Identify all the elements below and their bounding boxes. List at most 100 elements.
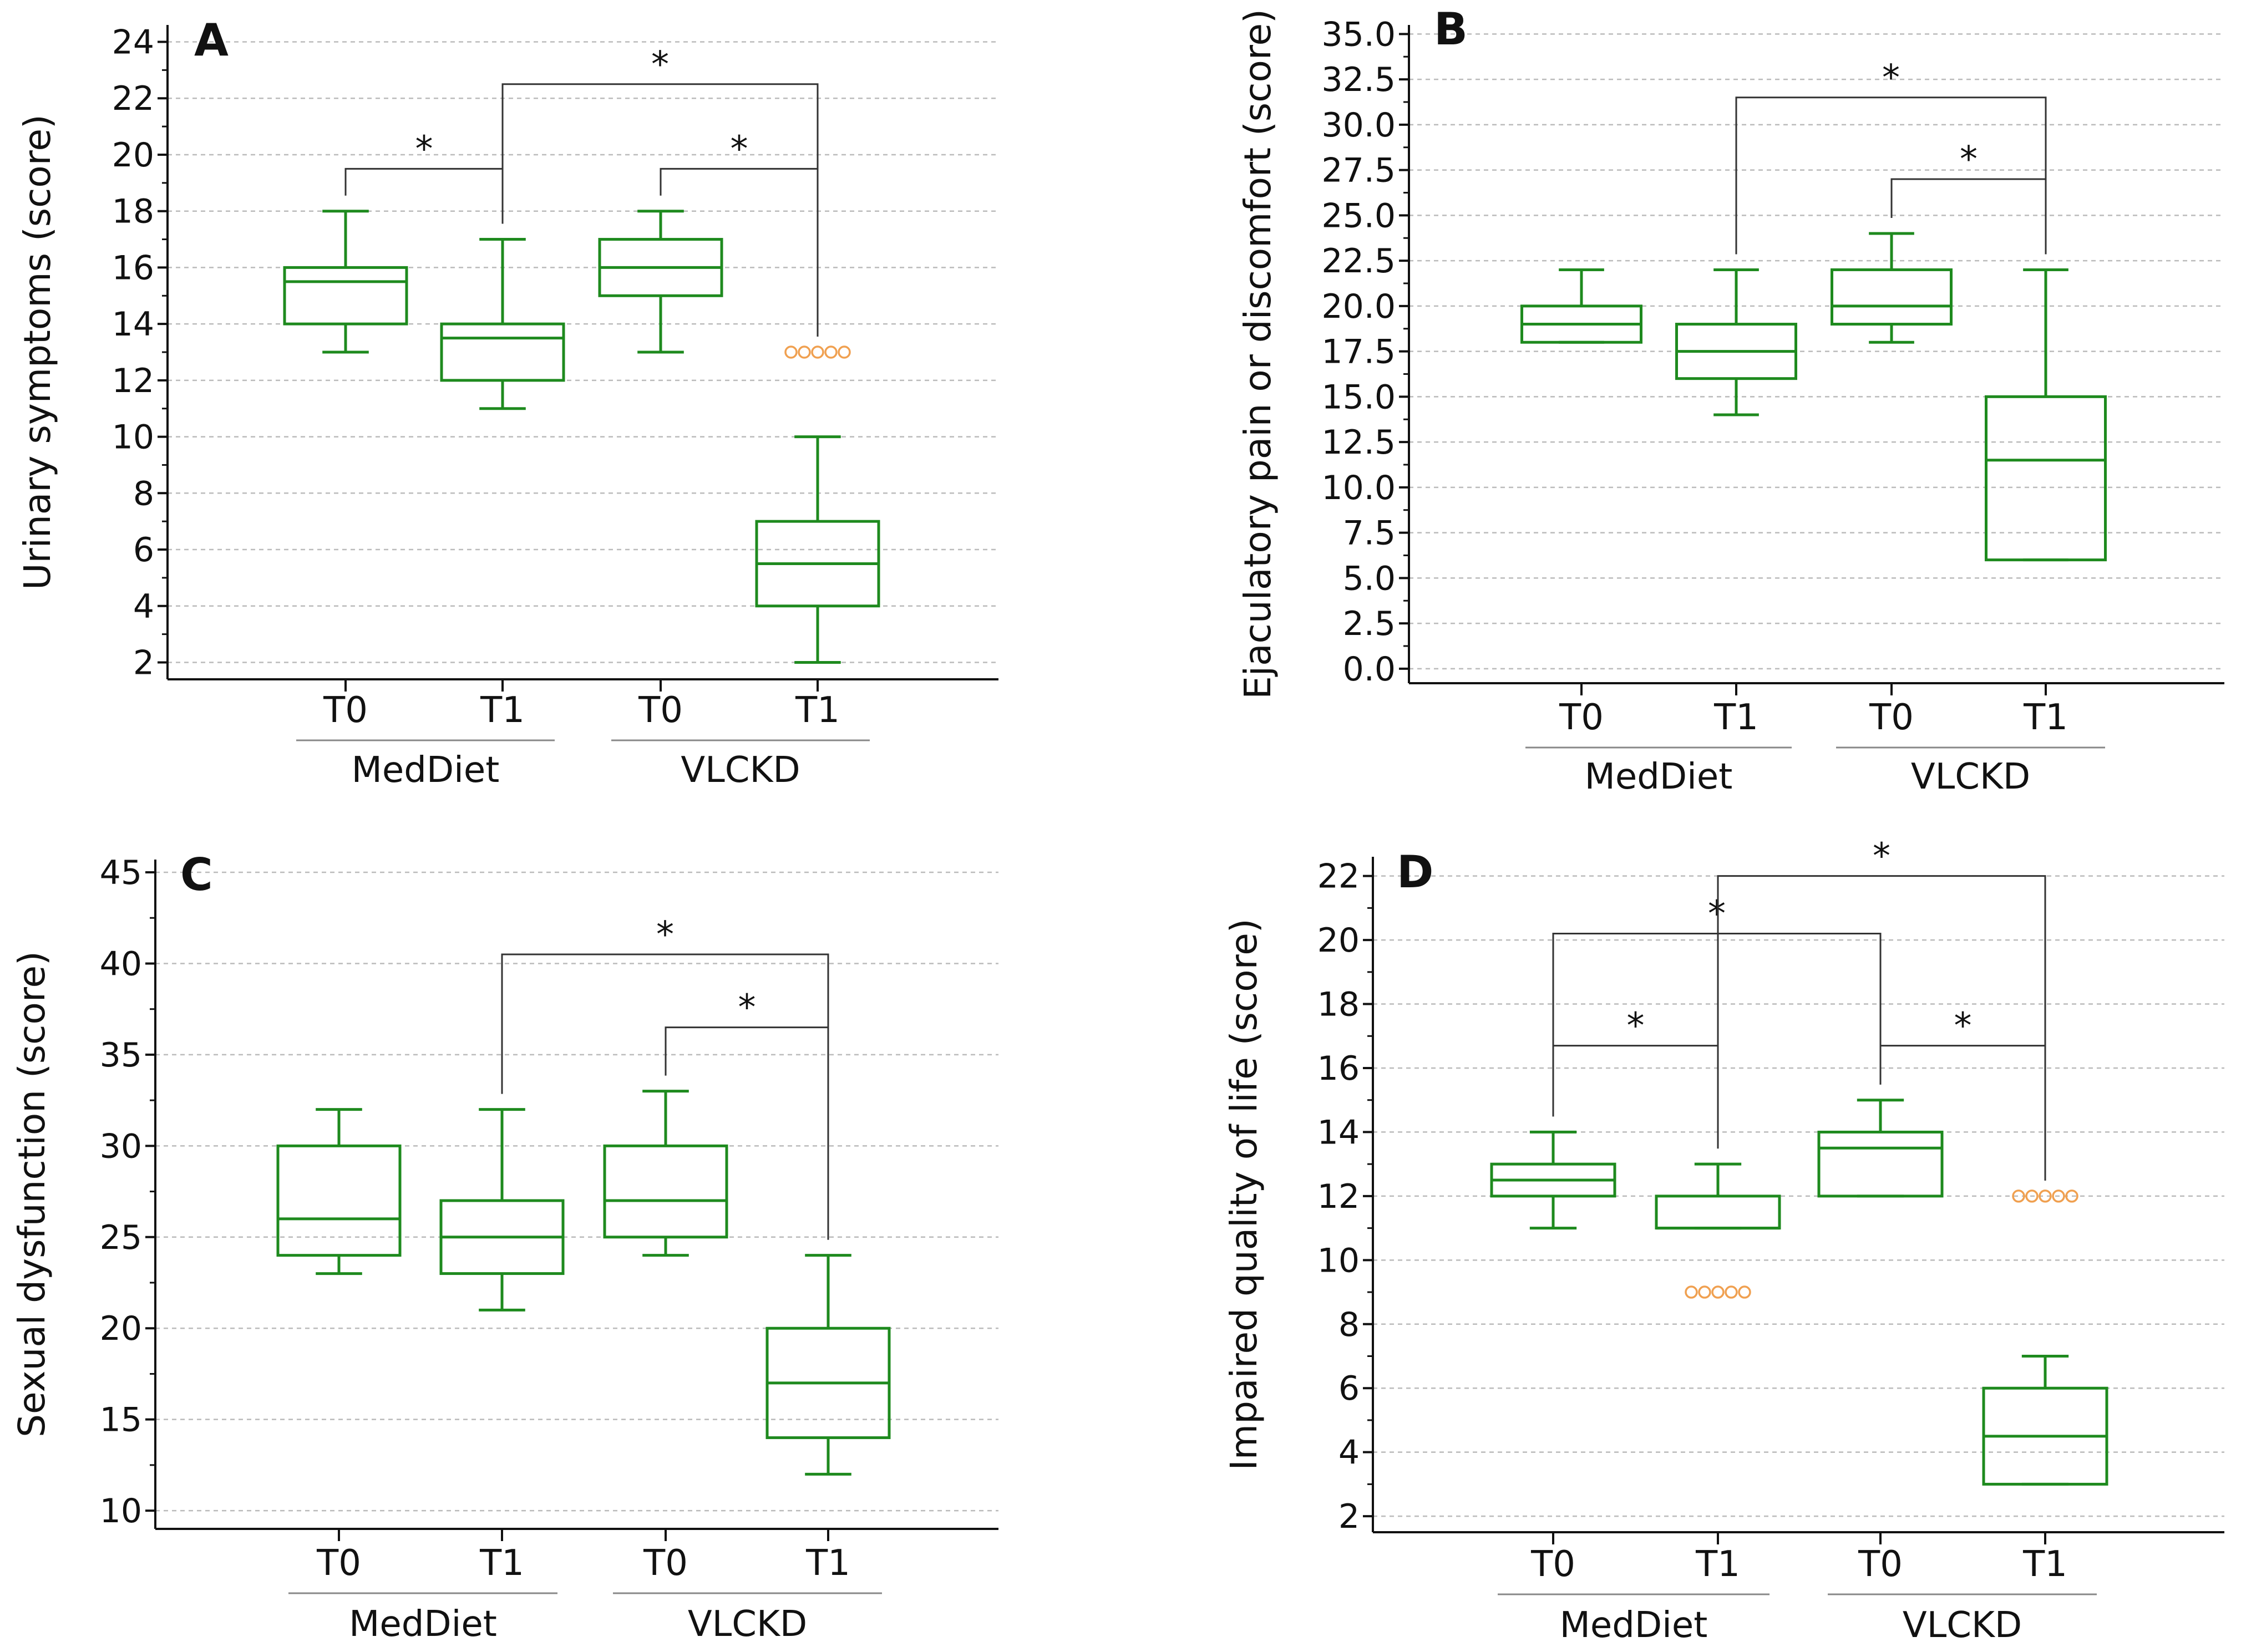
y-tick-label: 45 [100,853,142,892]
y-tick-label: 20 [100,1309,142,1348]
box-3 [598,210,723,354]
y-tick-label: 10 [100,1492,142,1531]
box-1 [1490,1130,1616,1230]
panel-letter: A [194,14,229,66]
box-3 [1817,1099,1944,1198]
box-iqr [1831,268,1953,326]
box-iqr [1655,1194,1781,1230]
outlier-point [1698,1285,1711,1299]
significance-bracket [501,83,819,337]
y-tick-label: 14 [1317,1113,1360,1152]
y-tick-label: 14 [112,305,154,344]
x-category-label: T1 [805,1543,850,1584]
group-label: VLCKD [681,750,800,791]
significance-bracket [1735,96,2047,255]
significance-bracket [665,1026,829,1240]
x-category-label: T1 [2023,697,2068,738]
x-category-label: T0 [643,1543,688,1584]
box-3 [603,1090,728,1257]
x-category-label: T0 [1530,1544,1575,1585]
significance-star: * [656,914,674,955]
y-tick-label: 20 [1317,921,1360,960]
y-tick-label: 18 [1317,985,1360,1024]
outlier-point [2012,1190,2025,1203]
significance-star: * [731,129,748,170]
y-tick-label: 32.5 [1321,60,1396,99]
y-tick-label: 35.0 [1321,15,1396,54]
box-4 [755,435,880,664]
y-axis-title: Impaired quality of life (score) [1223,918,1265,1470]
y-tick-label: 4 [133,587,154,626]
significance-bracket [344,167,504,224]
y-tick-label: 2 [1338,1497,1360,1536]
outlier-point [2039,1190,2052,1203]
outlier-point [811,345,824,359]
outlier-point [1685,1285,1698,1299]
x-category-label: T0 [1559,697,1604,738]
group-label: MedDiet [349,1604,497,1645]
y-tick-label: 10 [1317,1241,1360,1280]
y-tick-label: 7.5 [1343,514,1396,553]
box-3 [1831,232,1953,344]
box-2 [440,238,565,410]
outlier-point [798,345,811,359]
y-tick-label: 0.0 [1343,650,1396,689]
x-category-label: T0 [1869,697,1914,738]
outlier-point [784,345,798,359]
significance-star: * [415,129,433,170]
group-label: VLCKD [1911,756,2030,797]
panel-letter: B [1434,3,1468,55]
outlier-point [838,345,851,359]
y-tick-label: 24 [112,23,154,62]
box-4 [1985,268,2107,562]
box-1 [276,1108,402,1275]
group-label: VLCKD [1903,1605,2022,1646]
significance-bracket [1890,178,2047,255]
panel-letter: D [1397,846,1433,898]
box-2 [1655,1162,1781,1230]
box-1 [1520,268,1642,344]
y-tick-label: 20.0 [1321,287,1396,326]
x-category-label: T1 [1713,697,1758,738]
y-tick-label: 2 [133,643,154,682]
x-category-label: T0 [323,690,368,731]
outlier-point [1738,1285,1751,1299]
y-tick-label: 8 [133,474,154,513]
x-category-label: T1 [795,690,840,731]
significance-bracket [1879,1045,2046,1181]
box-4 [1982,1355,2108,1486]
outlier-point [824,345,838,359]
outlier-point [1711,1285,1725,1299]
y-tick-label: 17.5 [1321,333,1396,372]
y-tick-label: 30.0 [1321,106,1396,145]
group-label: MedDiet [352,750,500,791]
y-tick-label: 8 [1338,1305,1360,1344]
y-tick-label: 2.5 [1343,604,1396,643]
y-tick-label: 22.5 [1321,242,1396,281]
outlier-point [2025,1190,2039,1203]
y-tick-label: 12 [112,362,154,400]
y-tick-label: 18 [112,192,154,231]
y-tick-label: 6 [1338,1369,1360,1408]
y-axis-title: Sexual dysfunction (score) [11,951,53,1437]
significance-star: * [738,988,756,1029]
box-iqr [603,1144,728,1239]
y-tick-label: 25.0 [1321,196,1396,235]
y-tick-label: 30 [100,1127,142,1166]
outlier-point [2065,1190,2078,1203]
outlier-point [2052,1190,2065,1203]
group-label: VLCKD [688,1604,807,1645]
box-iqr [283,266,408,326]
panel-c: 10 15 20 25 30 35 40 45 Sexual dysfunction (scor… [11,849,998,1645]
significance-star: * [1954,1006,1972,1047]
y-tick-label: 12.5 [1321,423,1396,462]
y-tick-label: 35 [100,1036,142,1075]
y-tick-label: 10.0 [1321,469,1396,507]
significance-star: * [1882,58,1900,99]
box-2 [1675,268,1797,416]
significance-bracket [1552,1045,1719,1149]
significance-bracket [660,167,819,337]
